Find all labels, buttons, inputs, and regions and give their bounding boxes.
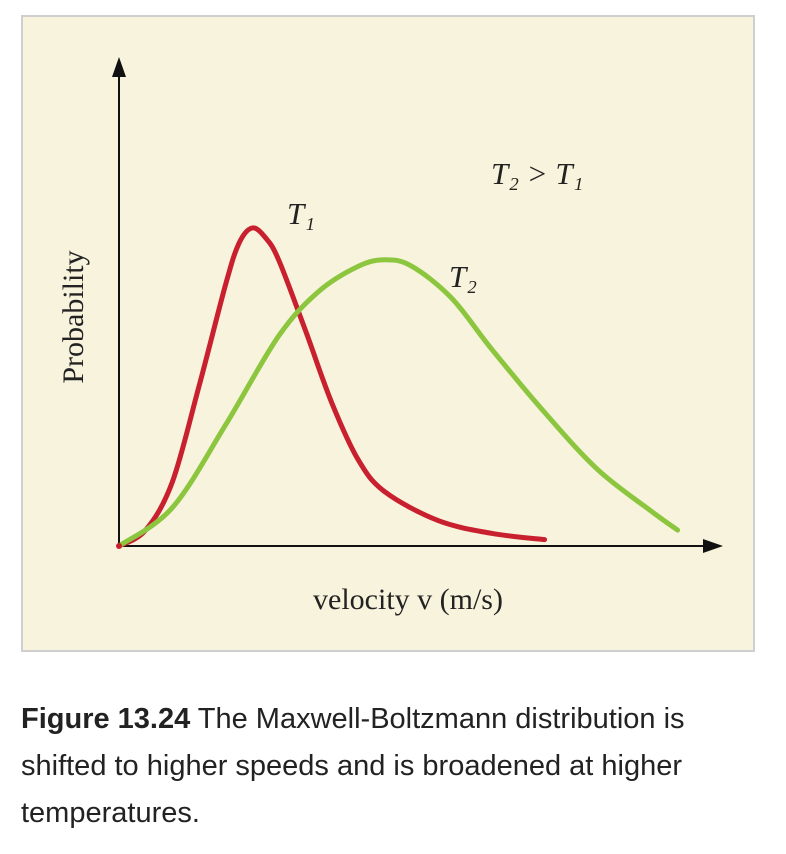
caption-figure-label: Figure 13.24 [21, 703, 191, 735]
series-line-t1 [116, 225, 548, 549]
series-label-t2: T₂ [449, 259, 477, 294]
maxwell-boltzmann-chart: Probability velocity v (m/s) T₁ T₂ T₂ > … [57, 57, 723, 616]
x-axis-arrowhead [703, 539, 723, 553]
caption-text: The Maxwell-Boltzmann distribution is sh… [21, 703, 685, 829]
x-axis-label: velocity v (m/s) [313, 583, 503, 616]
origin-dot [116, 543, 122, 549]
temperature-annotation: T₂ > T₁ [491, 156, 583, 191]
series-label-t1: T₁ [287, 196, 315, 231]
y-axis-label: Probability [57, 250, 90, 383]
y-axis-arrowhead [112, 57, 126, 77]
series-line-t2 [116, 257, 681, 549]
figure-caption: Figure 13.24 The Maxwell-Boltzmann distr… [21, 696, 756, 837]
figure-panel: Probability velocity v (m/s) T₁ T₂ T₂ > … [21, 15, 755, 652]
